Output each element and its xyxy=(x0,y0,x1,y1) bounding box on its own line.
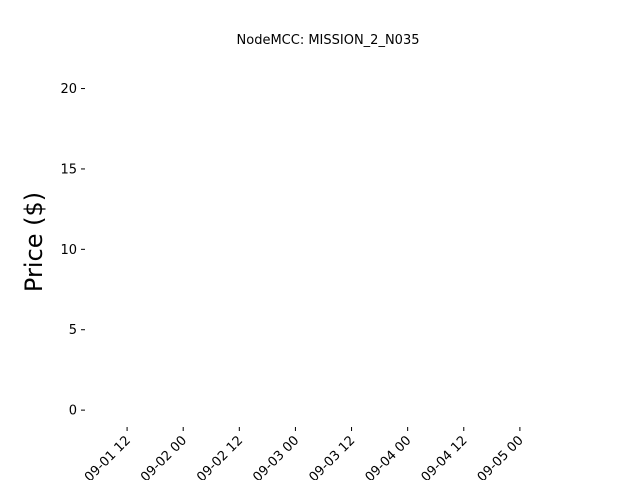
y-tick-label: 15 xyxy=(60,162,77,177)
x-tick-label: 09-02 12 xyxy=(194,433,246,480)
x-tick-label: 09-03 12 xyxy=(306,433,358,480)
x-tick-label: 09-05 00 xyxy=(475,433,527,480)
y-axis-label: Price ($) xyxy=(20,192,48,292)
chart-title: NodeMCC: MISSION_2_N035 xyxy=(237,33,420,48)
y-tick-label: 0 xyxy=(69,404,77,419)
y-tick-label: 20 xyxy=(60,82,77,97)
x-tick-label: 09-04 12 xyxy=(419,433,471,480)
y-tick-label: 5 xyxy=(69,323,77,338)
x-tick-label: 09-03 00 xyxy=(250,433,302,480)
x-tick-label: 09-01 12 xyxy=(82,433,134,480)
y-tick-label: 10 xyxy=(60,243,77,258)
x-tick-label: 09-04 00 xyxy=(363,433,415,480)
x-tick-label: 09-02 00 xyxy=(138,433,190,480)
